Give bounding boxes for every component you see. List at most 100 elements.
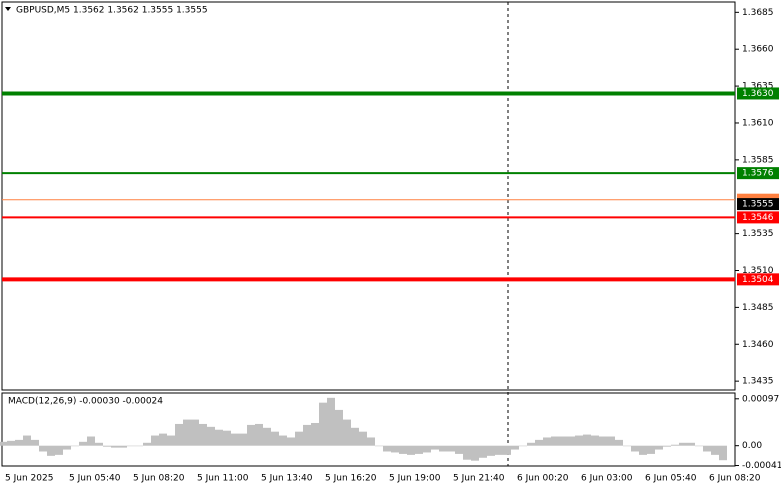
macd-bar <box>287 437 295 446</box>
macd-bar <box>655 445 663 450</box>
macd-bar <box>47 445 55 456</box>
macd-bar <box>695 445 703 447</box>
level-label: 1.3630 <box>742 89 774 99</box>
macd-bar <box>71 445 79 447</box>
macd-bar <box>127 445 135 447</box>
macd-bar <box>239 433 247 446</box>
macd-bar <box>199 423 207 446</box>
macd-bar <box>527 442 535 446</box>
x-tick-label: 6 Jun 00:20 <box>517 474 569 484</box>
last-price-box <box>737 198 779 211</box>
macd-bar <box>471 445 479 461</box>
macd-bar <box>175 423 183 446</box>
x-tick-label: 5 Jun 11:00 <box>197 474 249 484</box>
level-label: 1.3546 <box>742 213 774 223</box>
macd-bar <box>303 424 311 446</box>
macd-bar <box>559 436 567 446</box>
macd-bar <box>455 445 463 454</box>
macd-bar <box>575 435 583 446</box>
macd-bar <box>439 445 447 452</box>
macd-bar <box>679 442 687 446</box>
macd-bar <box>103 445 111 447</box>
macd-bar <box>631 445 639 452</box>
macd-bar <box>7 440 15 446</box>
macd-bar <box>647 445 655 454</box>
macd-bar <box>191 419 199 446</box>
x-tick-label: 5 Jun 19:00 <box>389 474 441 484</box>
y-tick-label: 1.3660 <box>742 45 774 55</box>
macd-bar <box>431 445 439 450</box>
macd-bar <box>599 436 607 446</box>
macd-bar <box>639 445 647 455</box>
macd-bar <box>591 435 599 446</box>
macd-bar <box>543 437 551 446</box>
x-tick-label: 5 Jun 13:40 <box>261 474 313 484</box>
macd-bar <box>567 436 575 446</box>
macd-bar <box>39 445 47 452</box>
last-price-label: 1.3555 <box>742 200 774 210</box>
macd-bar <box>607 436 615 446</box>
macd-bar <box>143 442 151 446</box>
level-label-box <box>737 167 779 180</box>
macd-bar <box>151 435 159 446</box>
x-tick-label: 6 Jun 05:40 <box>645 474 697 484</box>
macd-bar <box>15 439 23 446</box>
x-tick-label: 5 Jun 2025 <box>5 474 53 484</box>
macd-bar <box>223 430 231 446</box>
y-tick-label: 0.00 <box>742 441 762 451</box>
macd-bar <box>263 427 271 446</box>
level-label-box <box>737 211 779 224</box>
y-tick-label: 0.00097 <box>742 394 779 404</box>
macd-bar <box>623 445 631 447</box>
macd-bar <box>31 439 39 446</box>
chart-title: GBPUSD,M5 1.3562 1.3562 1.3555 1.3555 <box>16 6 208 16</box>
macd-bar <box>551 436 559 446</box>
macd-bar <box>255 423 263 446</box>
macd-bar <box>111 445 119 448</box>
y-tick-label: 1.3585 <box>742 155 774 165</box>
y-tick-label: 1.3485 <box>742 303 774 313</box>
macd-bar <box>247 424 255 446</box>
macd-bar <box>183 419 191 446</box>
macd-bar <box>87 436 95 446</box>
macd-bar <box>119 445 127 448</box>
macd-bar <box>511 445 519 450</box>
y-tick-label: -0.00041 <box>742 461 781 471</box>
macd-bar <box>359 431 367 446</box>
macd-bar <box>663 445 671 447</box>
macd-bar <box>311 422 319 446</box>
macd-bar <box>327 397 335 446</box>
macd-bar <box>583 434 591 446</box>
x-tick-label: 5 Jun 05:40 <box>69 474 121 484</box>
macd-bar <box>479 445 487 458</box>
macd-bar <box>703 445 711 452</box>
menu-triangle <box>5 7 11 11</box>
level-label: 1.3504 <box>742 275 774 285</box>
macd-bar <box>279 435 287 446</box>
macd-bar <box>0 441 7 446</box>
y-tick-label: 1.3460 <box>742 340 774 350</box>
macd-bar <box>295 431 303 446</box>
y-tick-label: 1.3685 <box>742 8 774 18</box>
main-frame <box>1 1 736 391</box>
x-tick-label: 6 Jun 08:20 <box>709 474 761 484</box>
macd-bar <box>343 419 351 446</box>
macd-bar <box>423 445 431 453</box>
x-tick-label: 5 Jun 21:40 <box>453 474 505 484</box>
macd-bar <box>407 445 415 455</box>
y-tick-label: 1.3435 <box>742 377 774 387</box>
macd-bar <box>63 445 71 450</box>
macd-frame <box>1 392 736 467</box>
level-label: 1.3576 <box>742 169 774 179</box>
macd-bar <box>167 435 175 446</box>
macd-bar <box>79 441 87 446</box>
macd-bar <box>719 445 727 461</box>
macd-bar <box>383 445 391 452</box>
macd-bar <box>95 442 103 446</box>
macd-bar <box>367 437 375 446</box>
x-tick-label: 5 Jun 08:20 <box>133 474 185 484</box>
macd-bar <box>711 445 719 455</box>
macd-bar <box>159 433 167 446</box>
